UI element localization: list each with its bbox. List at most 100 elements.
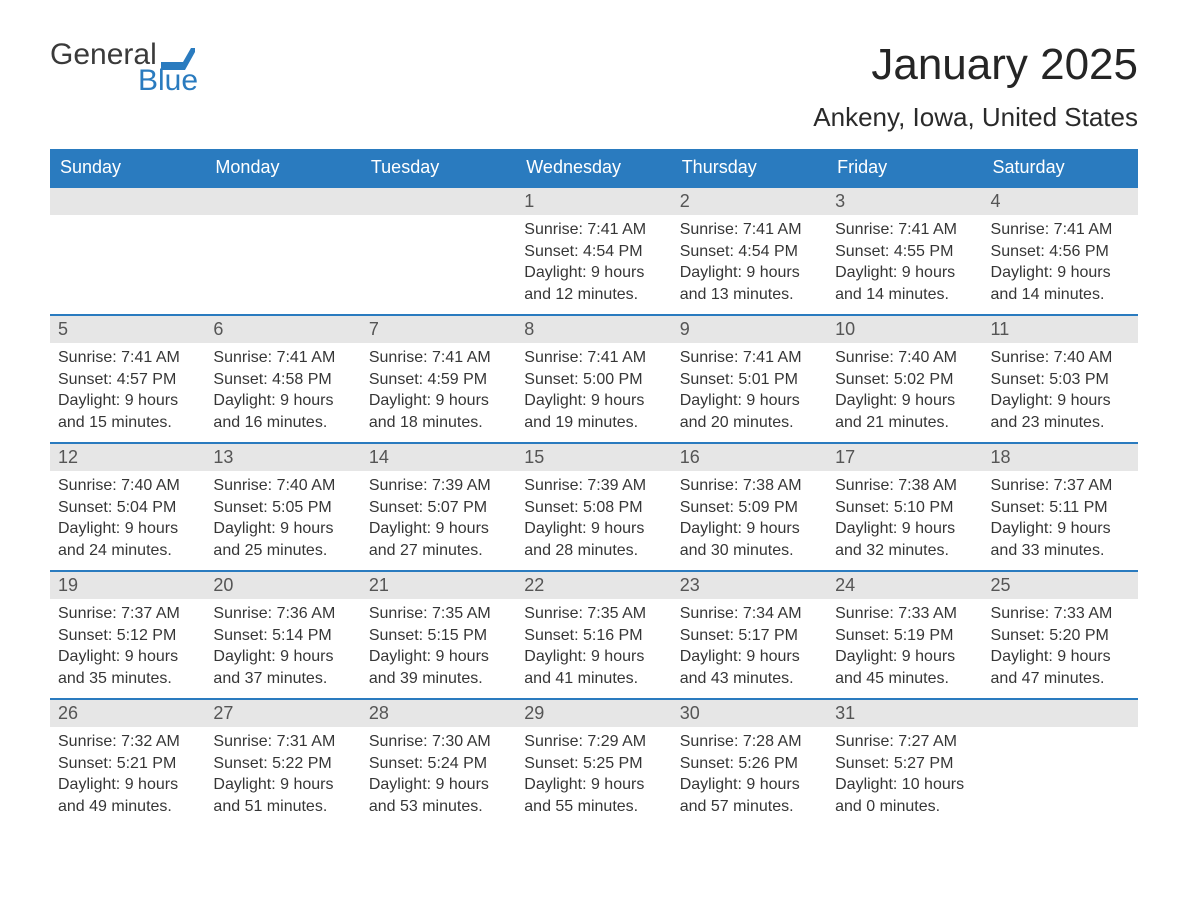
sunrise-line: Sunrise: 7:31 AM: [213, 731, 352, 753]
sunrise-line: Sunrise: 7:40 AM: [213, 475, 352, 497]
daylight-line: Daylight: 9 hours and 21 minutes.: [835, 390, 974, 433]
sunrise-line: Sunrise: 7:38 AM: [835, 475, 974, 497]
calendar-day-cell: 2Sunrise: 7:41 AMSunset: 4:54 PMDaylight…: [672, 187, 827, 315]
day-number: 19: [50, 572, 205, 599]
sunset-line: Sunset: 5:03 PM: [991, 369, 1130, 391]
day-number: 10: [827, 316, 982, 343]
weekday-header: Tuesday: [361, 149, 516, 187]
daylight-line: Daylight: 9 hours and 53 minutes.: [369, 774, 508, 817]
sunset-line: Sunset: 5:21 PM: [58, 753, 197, 775]
day-number: 5: [50, 316, 205, 343]
calendar-day-cell: 21Sunrise: 7:35 AMSunset: 5:15 PMDayligh…: [361, 571, 516, 699]
sunset-line: Sunset: 5:22 PM: [213, 753, 352, 775]
calendar-day-cell: 12Sunrise: 7:40 AMSunset: 5:04 PMDayligh…: [50, 443, 205, 571]
calendar-day-cell: 24Sunrise: 7:33 AMSunset: 5:19 PMDayligh…: [827, 571, 982, 699]
day-detail: Sunrise: 7:37 AMSunset: 5:12 PMDaylight:…: [50, 599, 205, 693]
daylight-line: Daylight: 9 hours and 24 minutes.: [58, 518, 197, 561]
daylight-line: Daylight: 9 hours and 25 minutes.: [213, 518, 352, 561]
weekday-header: Monday: [205, 149, 360, 187]
day-number: 8: [516, 316, 671, 343]
sunrise-line: Sunrise: 7:41 AM: [680, 219, 819, 241]
sunset-line: Sunset: 5:12 PM: [58, 625, 197, 647]
sunset-line: Sunset: 5:00 PM: [524, 369, 663, 391]
sunrise-line: Sunrise: 7:33 AM: [835, 603, 974, 625]
month-title: January 2025: [813, 40, 1138, 90]
calendar-day-cell: 28Sunrise: 7:30 AMSunset: 5:24 PMDayligh…: [361, 699, 516, 827]
day-detail: Sunrise: 7:31 AMSunset: 5:22 PMDaylight:…: [205, 727, 360, 821]
day-number: 21: [361, 572, 516, 599]
day-detail: Sunrise: 7:41 AMSunset: 4:54 PMDaylight:…: [516, 215, 671, 309]
calendar-week-row: 26Sunrise: 7:32 AMSunset: 5:21 PMDayligh…: [50, 699, 1138, 827]
calendar-day-cell: 29Sunrise: 7:29 AMSunset: 5:25 PMDayligh…: [516, 699, 671, 827]
daylight-line: Daylight: 9 hours and 57 minutes.: [680, 774, 819, 817]
calendar-day-cell: 31Sunrise: 7:27 AMSunset: 5:27 PMDayligh…: [827, 699, 982, 827]
day-detail: Sunrise: 7:28 AMSunset: 5:26 PMDaylight:…: [672, 727, 827, 821]
location-subtitle: Ankeny, Iowa, United States: [813, 102, 1138, 133]
sunrise-line: Sunrise: 7:37 AM: [58, 603, 197, 625]
daylight-line: Daylight: 9 hours and 37 minutes.: [213, 646, 352, 689]
sunset-line: Sunset: 5:20 PM: [991, 625, 1130, 647]
calendar-day-cell: 9Sunrise: 7:41 AMSunset: 5:01 PMDaylight…: [672, 315, 827, 443]
daylight-line: Daylight: 9 hours and 39 minutes.: [369, 646, 508, 689]
sunrise-line: Sunrise: 7:37 AM: [991, 475, 1130, 497]
daylight-line: Daylight: 9 hours and 49 minutes.: [58, 774, 197, 817]
sunset-line: Sunset: 5:14 PM: [213, 625, 352, 647]
day-number: 4: [983, 188, 1138, 215]
day-detail: Sunrise: 7:39 AMSunset: 5:08 PMDaylight:…: [516, 471, 671, 565]
day-number: 11: [983, 316, 1138, 343]
sunset-line: Sunset: 4:56 PM: [991, 241, 1130, 263]
sunrise-line: Sunrise: 7:27 AM: [835, 731, 974, 753]
day-number: 7: [361, 316, 516, 343]
day-detail: Sunrise: 7:41 AMSunset: 5:00 PMDaylight:…: [516, 343, 671, 437]
calendar-day-cell: 15Sunrise: 7:39 AMSunset: 5:08 PMDayligh…: [516, 443, 671, 571]
weekday-header: Saturday: [983, 149, 1138, 187]
sunrise-line: Sunrise: 7:41 AM: [524, 347, 663, 369]
day-detail: Sunrise: 7:33 AMSunset: 5:20 PMDaylight:…: [983, 599, 1138, 693]
day-number: 2: [672, 188, 827, 215]
sunset-line: Sunset: 5:15 PM: [369, 625, 508, 647]
day-detail: Sunrise: 7:41 AMSunset: 4:58 PMDaylight:…: [205, 343, 360, 437]
calendar-day-cell: 22Sunrise: 7:35 AMSunset: 5:16 PMDayligh…: [516, 571, 671, 699]
day-number: 30: [672, 700, 827, 727]
sunset-line: Sunset: 5:17 PM: [680, 625, 819, 647]
sunrise-line: Sunrise: 7:41 AM: [369, 347, 508, 369]
day-detail: Sunrise: 7:27 AMSunset: 5:27 PMDaylight:…: [827, 727, 982, 821]
day-detail: Sunrise: 7:39 AMSunset: 5:07 PMDaylight:…: [361, 471, 516, 565]
calendar-body: 1Sunrise: 7:41 AMSunset: 4:54 PMDaylight…: [50, 187, 1138, 827]
sunset-line: Sunset: 4:59 PM: [369, 369, 508, 391]
daylight-line: Daylight: 9 hours and 14 minutes.: [991, 262, 1130, 305]
sunrise-line: Sunrise: 7:41 AM: [835, 219, 974, 241]
weekday-header: Sunday: [50, 149, 205, 187]
day-detail: Sunrise: 7:36 AMSunset: 5:14 PMDaylight:…: [205, 599, 360, 693]
calendar-week-row: 5Sunrise: 7:41 AMSunset: 4:57 PMDaylight…: [50, 315, 1138, 443]
calendar-day-cell: 4Sunrise: 7:41 AMSunset: 4:56 PMDaylight…: [983, 187, 1138, 315]
daylight-line: Daylight: 9 hours and 28 minutes.: [524, 518, 663, 561]
daylight-line: Daylight: 9 hours and 19 minutes.: [524, 390, 663, 433]
calendar-day-cell: 13Sunrise: 7:40 AMSunset: 5:05 PMDayligh…: [205, 443, 360, 571]
brand-text-2: Blue: [138, 66, 198, 96]
day-number: 16: [672, 444, 827, 471]
daylight-line: Daylight: 9 hours and 47 minutes.: [991, 646, 1130, 689]
sunrise-line: Sunrise: 7:40 AM: [58, 475, 197, 497]
day-number: 23: [672, 572, 827, 599]
sunrise-line: Sunrise: 7:30 AM: [369, 731, 508, 753]
daylight-line: Daylight: 9 hours and 32 minutes.: [835, 518, 974, 561]
day-number: 1: [516, 188, 671, 215]
day-number: 15: [516, 444, 671, 471]
weekday-header: Wednesday: [516, 149, 671, 187]
sunrise-line: Sunrise: 7:41 AM: [213, 347, 352, 369]
daylight-line: Daylight: 9 hours and 33 minutes.: [991, 518, 1130, 561]
day-number: 9: [672, 316, 827, 343]
calendar-day-cell: [50, 187, 205, 315]
calendar-day-cell: 14Sunrise: 7:39 AMSunset: 5:07 PMDayligh…: [361, 443, 516, 571]
sunset-line: Sunset: 5:05 PM: [213, 497, 352, 519]
sunset-line: Sunset: 5:19 PM: [835, 625, 974, 647]
daylight-line: Daylight: 9 hours and 30 minutes.: [680, 518, 819, 561]
calendar-day-cell: 3Sunrise: 7:41 AMSunset: 4:55 PMDaylight…: [827, 187, 982, 315]
daylight-line: Daylight: 9 hours and 45 minutes.: [835, 646, 974, 689]
daylight-line: Daylight: 9 hours and 27 minutes.: [369, 518, 508, 561]
daylight-line: Daylight: 9 hours and 23 minutes.: [991, 390, 1130, 433]
calendar-week-row: 1Sunrise: 7:41 AMSunset: 4:54 PMDaylight…: [50, 187, 1138, 315]
daylight-line: Daylight: 9 hours and 43 minutes.: [680, 646, 819, 689]
daylight-line: Daylight: 9 hours and 20 minutes.: [680, 390, 819, 433]
